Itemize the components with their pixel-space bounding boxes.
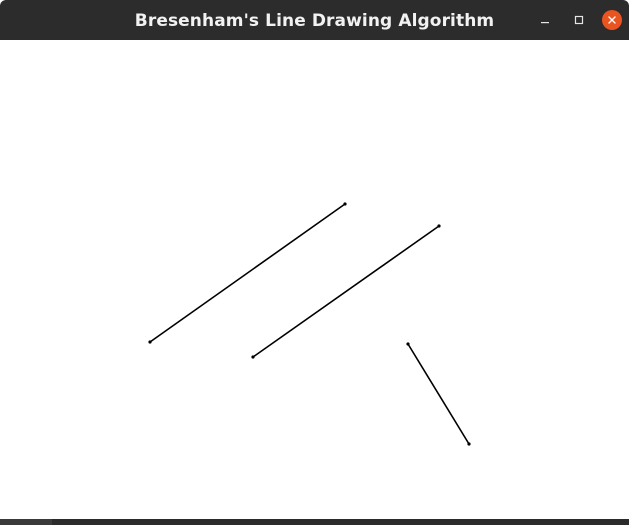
- maximize-button[interactable]: [569, 10, 589, 30]
- maximize-icon: [574, 15, 584, 25]
- line-3-endpoint-2: [467, 442, 471, 446]
- close-icon: [608, 16, 616, 24]
- line-drawing-surface: [148, 202, 471, 446]
- line-3-endpoint-1: [406, 342, 410, 346]
- drawn-line-2: [252, 225, 440, 358]
- minimize-icon: [541, 22, 549, 24]
- close-button[interactable]: [602, 10, 622, 30]
- line-1-endpoint-1: [148, 340, 152, 344]
- title-bar[interactable]: Bresenham's Line Drawing Algorithm: [0, 0, 629, 40]
- minimize-button[interactable]: [535, 10, 555, 30]
- line-2-endpoint-1: [251, 355, 255, 359]
- window-title: Bresenham's Line Drawing Algorithm: [134, 11, 495, 31]
- line-2-endpoint-2: [437, 224, 441, 228]
- drawn-line-3: [407, 343, 470, 445]
- line-1-endpoint-2: [343, 202, 347, 206]
- drawing-canvas[interactable]: [0, 40, 629, 519]
- drawn-line-1: [149, 203, 346, 343]
- taskbar-segment: [0, 519, 52, 525]
- taskbar-edge: [0, 519, 629, 525]
